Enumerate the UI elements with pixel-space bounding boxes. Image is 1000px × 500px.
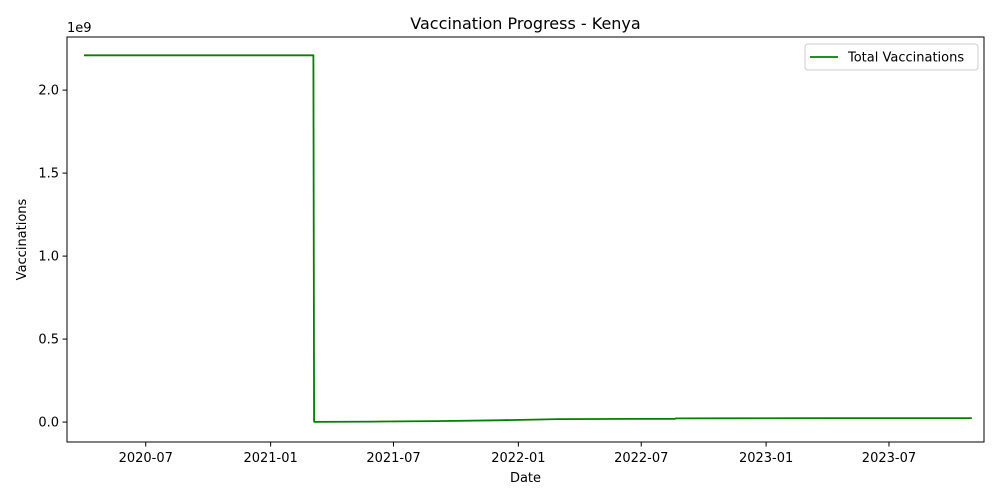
legend-label: Total Vaccinations (847, 51, 964, 66)
axes-frame (66, 36, 985, 443)
y-tick-label: 2.0 (38, 84, 59, 99)
y-tick-label: 1.0 (38, 250, 59, 265)
x-tick-label: 2023-07 (862, 451, 916, 466)
y-tick-label: 0.5 (38, 333, 59, 348)
y-tick-label: 0.0 (38, 416, 59, 431)
x-tick-label: 2021-01 (243, 451, 297, 466)
y-axis: 0.0 0.5 1.0 1.5 2.0 (38, 84, 67, 431)
x-axis-label: Date (510, 471, 541, 486)
legend: Total Vaccinations (804, 43, 979, 71)
chart-title: Vaccination Progress - Kenya (410, 14, 640, 33)
x-tick-label: 2023-01 (739, 451, 793, 466)
x-tick-label: 2020-07 (119, 451, 173, 466)
y-axis-label: Vaccinations (15, 198, 30, 280)
x-axis: 2020-07 2021-01 2021-07 2022-01 2022-07 2023-… (119, 442, 916, 466)
plot-area (84, 54, 972, 423)
series-line-total-vaccinations (84, 54, 972, 423)
y-offset-label: 1e9 (67, 21, 92, 36)
x-tick-label: 2022-07 (614, 451, 668, 466)
legend-box (804, 43, 979, 71)
x-tick-label: 2021-07 (366, 451, 420, 466)
x-tick-label: 2022-01 (491, 451, 545, 466)
y-tick-label: 1.5 (38, 167, 59, 182)
